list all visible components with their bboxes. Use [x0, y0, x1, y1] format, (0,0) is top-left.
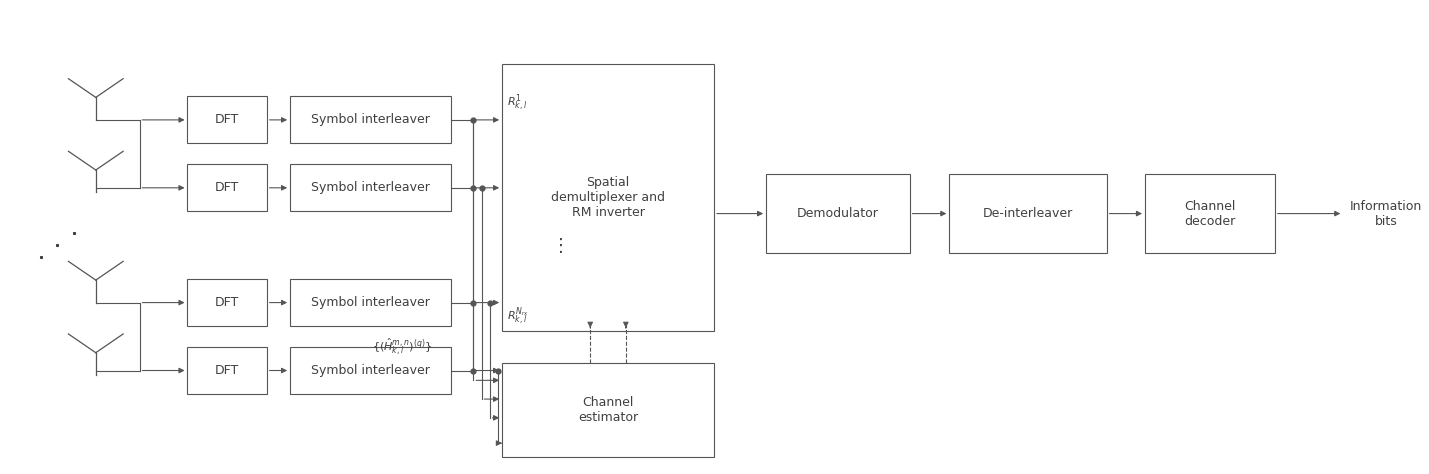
Text: Symbol interleaver: Symbol interleaver — [312, 296, 430, 309]
Text: Symbol interleaver: Symbol interleaver — [312, 364, 430, 377]
Text: Symbol interleaver: Symbol interleaver — [312, 113, 430, 127]
FancyBboxPatch shape — [766, 174, 910, 254]
Text: Channel
decoder: Channel decoder — [1185, 200, 1236, 228]
Text: Information
bits: Information bits — [1350, 200, 1422, 228]
FancyBboxPatch shape — [290, 164, 452, 211]
FancyBboxPatch shape — [187, 279, 267, 326]
Text: DFT: DFT — [214, 364, 239, 377]
Text: $R^{N_{\mathrm{rx}}}_{k,l}$: $R^{N_{\mathrm{rx}}}_{k,l}$ — [507, 305, 529, 327]
Text: DFT: DFT — [214, 182, 239, 194]
Text: $\vdots$: $\vdots$ — [550, 236, 563, 255]
FancyBboxPatch shape — [1145, 174, 1275, 254]
FancyBboxPatch shape — [949, 174, 1106, 254]
FancyBboxPatch shape — [187, 347, 267, 394]
Text: Spatial
demultiplexer and
RM inverter: Spatial demultiplexer and RM inverter — [552, 176, 664, 219]
Text: De-interleaver: De-interleaver — [983, 207, 1073, 220]
Text: DFT: DFT — [214, 113, 239, 127]
Text: $\{(\hat{H}^{m,n}_{k,l})^{(q)}\}$: $\{(\hat{H}^{m,n}_{k,l})^{(q)}\}$ — [372, 337, 433, 357]
FancyBboxPatch shape — [502, 64, 714, 331]
FancyBboxPatch shape — [290, 279, 452, 326]
FancyBboxPatch shape — [502, 364, 714, 457]
Text: Channel
estimator: Channel estimator — [577, 396, 639, 424]
FancyBboxPatch shape — [290, 347, 452, 394]
FancyBboxPatch shape — [290, 97, 452, 143]
Text: $R^1_{k,l}$: $R^1_{k,l}$ — [507, 92, 527, 113]
Text: Symbol interleaver: Symbol interleaver — [312, 182, 430, 194]
Text: DFT: DFT — [214, 296, 239, 309]
Text: Demodulator: Demodulator — [797, 207, 879, 220]
FancyBboxPatch shape — [187, 164, 267, 211]
FancyBboxPatch shape — [187, 97, 267, 143]
